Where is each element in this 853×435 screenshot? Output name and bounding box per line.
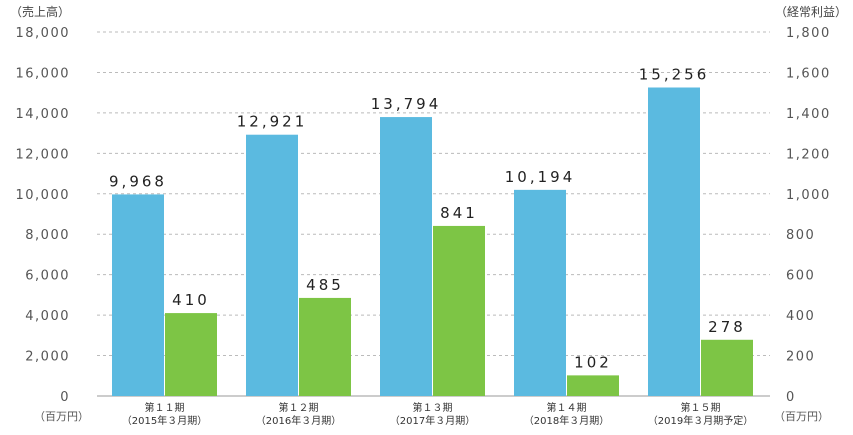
category-label: 第１１期 bbox=[145, 401, 185, 414]
category-sublabel: （2018年３月期） bbox=[524, 414, 609, 427]
right-axis-title: （経常利益） bbox=[775, 5, 847, 19]
right-tick-label: 200 bbox=[786, 350, 815, 365]
sales-bar bbox=[648, 87, 700, 396]
category-label: 第１２期 bbox=[279, 401, 319, 414]
profit-bar bbox=[165, 313, 217, 396]
sales-data-label: 10,194 bbox=[505, 168, 576, 186]
right-unit-label: （百万円） bbox=[774, 410, 829, 423]
left-tick-label: 2,000 bbox=[25, 350, 70, 365]
left-tick-label: 18,000 bbox=[16, 26, 71, 41]
category-label: 第１５期 bbox=[681, 401, 721, 414]
left-tick-label: 16,000 bbox=[16, 66, 71, 81]
left-tick-label: 6,000 bbox=[25, 269, 70, 284]
right-tick-label: 600 bbox=[786, 269, 815, 284]
left-axis-title: （売上高） bbox=[10, 4, 70, 19]
left-tick-label: 10,000 bbox=[16, 188, 71, 203]
right-tick-label: 0 bbox=[786, 390, 796, 405]
sales-data-label: 15,256 bbox=[639, 65, 710, 83]
category-sublabel: （2016年３月期） bbox=[256, 414, 341, 427]
right-tick-label: 800 bbox=[786, 228, 815, 243]
left-tick-label: 4,000 bbox=[25, 309, 70, 324]
category-sublabel: （2019年３月期予定） bbox=[648, 414, 753, 427]
profit-bar bbox=[567, 375, 619, 396]
right-tick-label: 1,200 bbox=[786, 147, 831, 162]
sales-data-label: 13,794 bbox=[371, 95, 442, 113]
category-label: 第１３期 bbox=[413, 401, 453, 414]
labels-group: 0 0 2,000 200 4,000 400 6,000 600 8,000 800 10,000… bbox=[16, 26, 831, 427]
profit-data-label: 485 bbox=[306, 276, 344, 294]
sales-data-label: 9,968 bbox=[109, 172, 167, 190]
left-tick-label: 8,000 bbox=[25, 228, 70, 243]
right-tick-label: 1,000 bbox=[786, 188, 831, 203]
profit-data-label: 278 bbox=[708, 318, 746, 336]
left-tick-label: 12,000 bbox=[16, 147, 71, 162]
sales-bar bbox=[246, 134, 298, 396]
category-label: 第１４期 bbox=[547, 401, 587, 414]
right-tick-label: 1,400 bbox=[786, 107, 831, 122]
profit-data-label: 102 bbox=[574, 353, 612, 371]
sales-bar bbox=[514, 189, 566, 396]
left-unit-label: （百万円） bbox=[34, 410, 89, 423]
right-tick-label: 400 bbox=[786, 309, 815, 324]
profit-bar bbox=[299, 297, 351, 396]
sales-bar bbox=[380, 117, 432, 397]
right-tick-label: 1,800 bbox=[786, 26, 831, 41]
left-tick-label: 0 bbox=[60, 390, 70, 405]
profit-bar bbox=[433, 225, 485, 396]
right-tick-label: 1,600 bbox=[786, 66, 831, 81]
profit-bar bbox=[701, 339, 753, 396]
profit-data-label: 841 bbox=[440, 204, 478, 222]
sales-data-label: 12,921 bbox=[237, 113, 308, 131]
category-sublabel: （2017年３月期） bbox=[390, 414, 475, 427]
profit-data-label: 410 bbox=[172, 291, 210, 309]
bars-group bbox=[112, 87, 753, 397]
sales-bar bbox=[112, 194, 164, 396]
left-tick-label: 14,000 bbox=[16, 107, 71, 122]
category-sublabel: （2015年３月期） bbox=[122, 414, 207, 427]
